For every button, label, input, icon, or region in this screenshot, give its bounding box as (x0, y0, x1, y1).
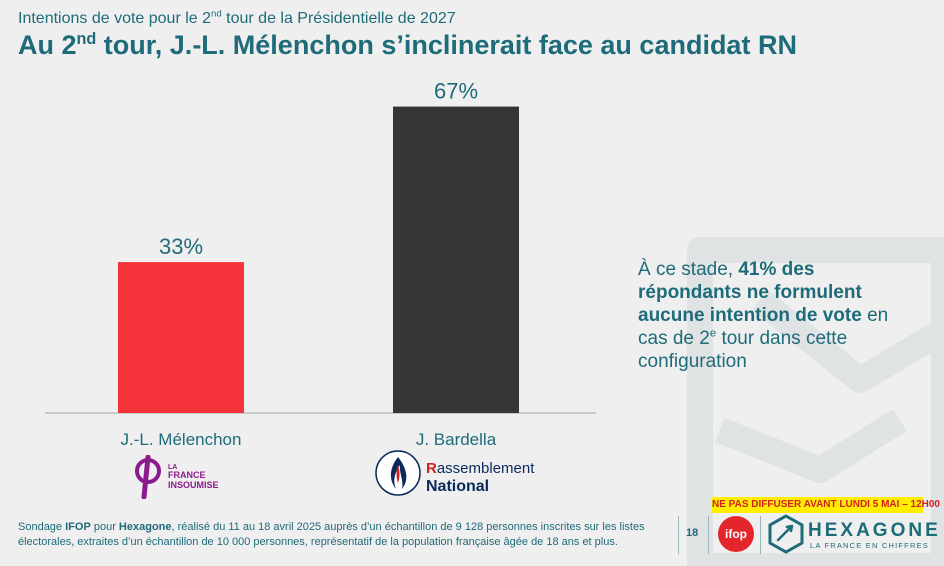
hexagone-logo-icon (768, 514, 804, 554)
footer-divider (760, 516, 761, 554)
callout-text: À ce stade, 41% des répondants ne formul… (638, 259, 889, 372)
rn-party-logo: Rassemblement National (375, 450, 535, 496)
lfi-party-logo: LA FRANCE INSOUMISE (135, 455, 219, 499)
page-title: Au 2nd tour, J.-L. Mélenchon s’inclinera… (18, 30, 797, 60)
hexagone-brand-name: HEXAGONE (808, 520, 941, 541)
rn-logo-line1: Rassemblement (426, 460, 535, 477)
footer-divider (708, 516, 709, 554)
phi-icon (135, 455, 161, 499)
candidate-name-bardella: J. Bardella (415, 430, 497, 449)
lfi-logo-line1: LA (168, 464, 177, 471)
ifop-logo-text: ifop (725, 527, 747, 541)
data-label-melenchon: 33% (159, 234, 203, 259)
footer-divider (678, 516, 679, 554)
ifop-logo: ifop (718, 516, 754, 552)
rn-logo-line2: National (426, 478, 489, 495)
lfi-logo-line2: FRANCE (168, 470, 206, 480)
candidate-name-melenchon: J.-L. Mélenchon (120, 430, 242, 449)
page-number: 18 (686, 527, 699, 539)
bar-bardella (393, 106, 519, 413)
hexagone-tagline: LA FRANCE EN CHIFFRES (810, 541, 929, 550)
chart-subtitle: Intentions de vote pour le 2nd tour de l… (18, 8, 456, 27)
lfi-logo-line3: INSOUMISE (168, 480, 219, 490)
flame-icon (375, 450, 421, 496)
data-label-bardella: 67% (434, 79, 478, 104)
survey-note: Sondage IFOP pour Hexagone, réalisé du 1… (18, 521, 645, 548)
embargo-banner: NE PAS DIFFUSER AVANT LUNDI 5 MAI – 12H0… (712, 497, 940, 513)
bar-melenchon (118, 262, 244, 413)
